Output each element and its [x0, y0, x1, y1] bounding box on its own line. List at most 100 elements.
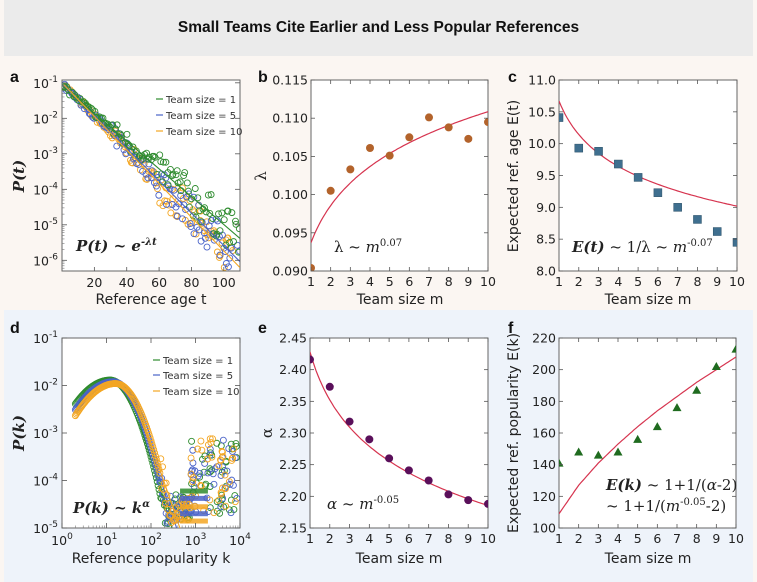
y-tick-label: 120	[532, 489, 556, 504]
tick-exponent: -5	[49, 217, 58, 227]
data-point	[129, 143, 137, 151]
data-point	[325, 382, 334, 391]
x-tick-label: 3	[346, 274, 354, 289]
data-point	[326, 186, 335, 195]
data-point	[594, 147, 603, 156]
y-tick-label: 10-3	[33, 425, 58, 441]
data-point	[404, 466, 413, 475]
data-point	[215, 496, 223, 504]
data-points	[559, 113, 737, 247]
x-tick-label: 3	[594, 531, 602, 546]
data-point	[310, 355, 314, 364]
tick-exponent: -6	[49, 252, 58, 262]
y-tick-label: 10-1	[33, 75, 58, 91]
data-point	[159, 463, 167, 471]
y-tick-label: 10-3	[33, 146, 58, 162]
data-point	[220, 216, 228, 224]
data-point	[220, 467, 228, 475]
data-series-d	[71, 376, 240, 528]
y-tick-label: 10-4	[33, 181, 58, 197]
data-point	[345, 417, 354, 426]
data-point	[222, 485, 229, 493]
x-tick-label: 5	[634, 531, 642, 546]
annotation-d-text: P(k) ~ k	[72, 499, 142, 517]
annotation-b-exponent: 0.07	[380, 238, 402, 249]
y-tick-label: 10.5	[528, 104, 556, 119]
dense-band	[180, 518, 208, 524]
x-tick-label: 9	[712, 531, 720, 546]
panel-letter-f: f	[508, 320, 514, 337]
y-tick-label: 220	[532, 331, 556, 346]
data-point	[158, 178, 166, 186]
tick-exponent: 4	[245, 532, 251, 542]
data-point	[221, 248, 229, 255]
y-tick-label: 8.0	[536, 264, 556, 279]
x-tick-label: 5	[634, 274, 642, 289]
data-point	[365, 435, 374, 444]
data-point	[219, 484, 226, 492]
tick-exponent: -1	[49, 75, 58, 85]
legend-label-team1: Team size = 1	[165, 95, 236, 106]
tick-base: 10	[33, 331, 49, 346]
data-point	[152, 455, 160, 463]
panel-f: f 1 2 3 4 5 6 7 8 9 10 220 200 180 160 140 120 100 E(k) …	[506, 320, 744, 567]
data-point	[172, 171, 180, 179]
data-point	[444, 123, 453, 132]
data-point	[206, 210, 214, 217]
data-point	[224, 263, 232, 271]
data-series-f	[559, 344, 736, 515]
data-point	[228, 209, 236, 217]
y-tick-label: 200	[532, 362, 556, 377]
y-tick-label: 10-6	[33, 252, 58, 268]
x-tick-label: 6	[654, 274, 662, 289]
tick-base: 10	[33, 379, 49, 394]
data-point	[188, 437, 196, 445]
panel-letter-a: a	[10, 69, 19, 86]
data-point	[173, 167, 181, 175]
data-point	[220, 263, 228, 271]
data-point	[194, 194, 202, 202]
fit-line-team10	[137, 404, 181, 528]
data-point	[187, 454, 195, 462]
data-point	[219, 463, 226, 471]
fit-line-team10	[63, 84, 240, 269]
data-point	[206, 435, 214, 443]
figure-title: Small Teams Cite Earlier and Less Popula…	[177, 19, 580, 36]
tick-exponent: -2	[49, 110, 58, 120]
x-tick-label: 3	[595, 274, 603, 289]
tick-exponent: -3	[49, 146, 58, 156]
data-point	[673, 203, 682, 212]
y-tick-label: 0.115	[272, 73, 308, 88]
data-point	[213, 498, 221, 506]
data-point	[89, 106, 97, 114]
data-point	[204, 441, 212, 449]
y-tick-label: 10-5	[33, 217, 58, 233]
title-banner	[4, 0, 753, 56]
y-tick-label: 2.20	[279, 489, 307, 504]
tick-exponent: 2	[156, 532, 162, 542]
data-point	[192, 213, 200, 221]
y-tick-label: 0.110	[272, 111, 308, 126]
data-point	[203, 243, 211, 251]
data-point	[202, 480, 210, 488]
tick-exponent: -1	[49, 330, 58, 340]
ticks-c: 1 2 3 4 5 6 7 8 9 10 11.0 10.5 10.0 9.5 9.0 8.5 8.0	[528, 73, 745, 290]
data-point	[159, 158, 167, 166]
x-tick-label: 100	[51, 532, 73, 548]
annotation-f-base: m	[666, 497, 680, 515]
annotation-f-tail: -2)	[706, 497, 726, 515]
data-point	[221, 471, 229, 479]
data-point	[215, 210, 222, 218]
x-tick-label: 2	[327, 274, 335, 289]
data-point	[672, 403, 682, 412]
data-point	[236, 247, 240, 255]
data-point	[167, 209, 175, 217]
data-points	[310, 355, 488, 508]
data-point	[559, 113, 564, 122]
data-point	[230, 238, 238, 246]
annotation-e-base: m	[359, 495, 373, 513]
data-point	[160, 171, 168, 179]
annotation-b-base: m	[366, 238, 380, 256]
data-point	[224, 234, 232, 242]
